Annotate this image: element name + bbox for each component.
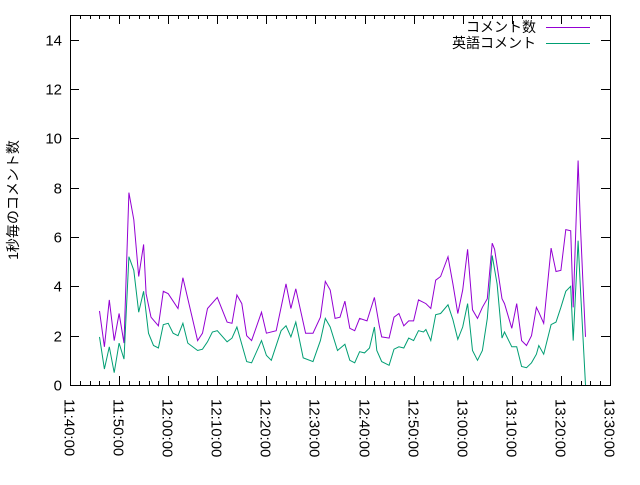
x-tick-label: 13:30:00 [601,399,618,457]
y-tick-label: 0 [54,378,62,395]
x-tick-label: 11:40:00 [61,399,78,456]
legend-label: コメント数 [466,19,536,35]
y-tick-label: 12 [45,82,62,99]
x-tick-label: 12:20:00 [257,399,274,457]
y-tick-label: 10 [45,131,62,148]
x-tick-label: 12:50:00 [405,399,422,457]
axis-ticks: 0 2 4 6 8 10 12 14 11:40:00 11:50:00 12:00:00 12:10… [45,15,618,457]
x-tick-label: 13:20:00 [552,399,569,457]
x-tick-label: 13:00:00 [454,399,471,457]
x-tick-label: 12:00:00 [159,399,176,457]
series-lines [99,160,586,386]
x-tick-label: 12:30:00 [306,399,323,457]
y-tick-label: 4 [54,279,62,296]
y-axis-label: 1秒毎のコメント数 [5,140,21,260]
x-tick-label: 13:10:00 [503,399,520,457]
y-tick-label: 8 [54,181,62,198]
x-tick-label: 12:40:00 [356,399,373,457]
y-tick-label: 14 [45,33,62,50]
plot-frame [70,15,611,386]
x-tick-label: 11:50:00 [110,399,127,456]
series-line [99,160,586,347]
series-line [99,240,586,386]
y-tick-label: 2 [54,329,62,346]
x-tick-label: 12:10:00 [208,399,225,457]
legend-label: 英語コメント [452,35,536,51]
y-tick-label: 6 [54,230,62,247]
